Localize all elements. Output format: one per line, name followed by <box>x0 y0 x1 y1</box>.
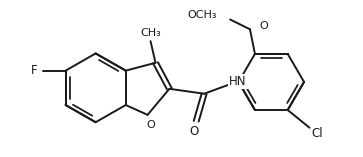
Text: OCH₃: OCH₃ <box>188 10 217 20</box>
Text: HN: HN <box>229 75 246 88</box>
Text: F: F <box>30 64 37 77</box>
Text: O: O <box>146 120 155 130</box>
Text: Cl: Cl <box>312 127 323 140</box>
Text: O: O <box>189 125 199 138</box>
Text: O: O <box>260 21 268 31</box>
Text: CH₃: CH₃ <box>140 28 161 38</box>
